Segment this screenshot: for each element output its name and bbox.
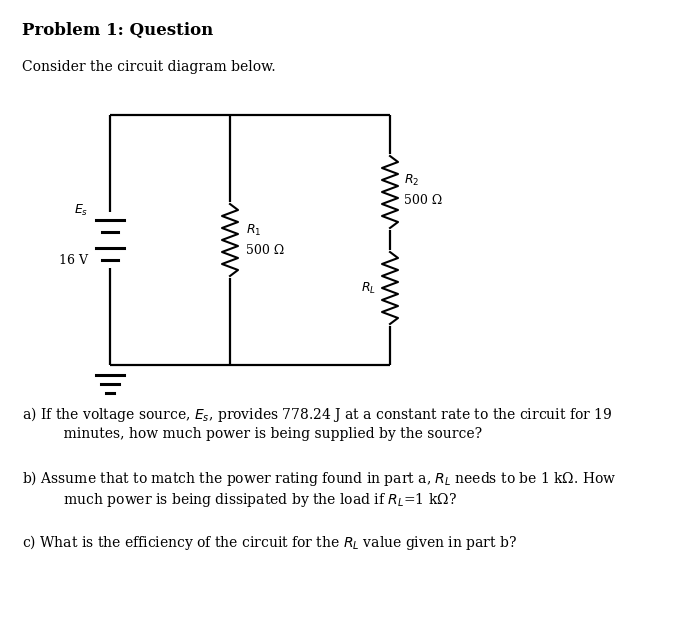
Text: much power is being dissipated by the load if $R_L$=1 kΩ?: much power is being dissipated by the lo… [46, 491, 457, 509]
Text: minutes, how much power is being supplied by the source?: minutes, how much power is being supplie… [46, 427, 482, 441]
Text: 500 Ω: 500 Ω [246, 243, 284, 257]
Text: 16 V: 16 V [59, 254, 88, 267]
Text: $R_1$: $R_1$ [246, 222, 262, 238]
Text: Problem 1: Question: Problem 1: Question [22, 22, 213, 39]
Text: $R_2$: $R_2$ [404, 173, 419, 187]
Text: Consider the circuit diagram below.: Consider the circuit diagram below. [22, 60, 275, 74]
Text: $R_L$: $R_L$ [361, 280, 376, 296]
Text: c) What is the efficiency of the circuit for the $R_L$ value given in part b?: c) What is the efficiency of the circuit… [22, 533, 517, 552]
Text: a) If the voltage source, $E_s$, provides 778.24 J at a constant rate to the cir: a) If the voltage source, $E_s$, provide… [22, 405, 612, 424]
Text: $E_s$: $E_s$ [74, 203, 88, 218]
Text: b) Assume that to match the power rating found in part a, $R_L$ needs to be 1 kΩ: b) Assume that to match the power rating… [22, 469, 616, 488]
Text: 500 Ω: 500 Ω [404, 194, 442, 206]
